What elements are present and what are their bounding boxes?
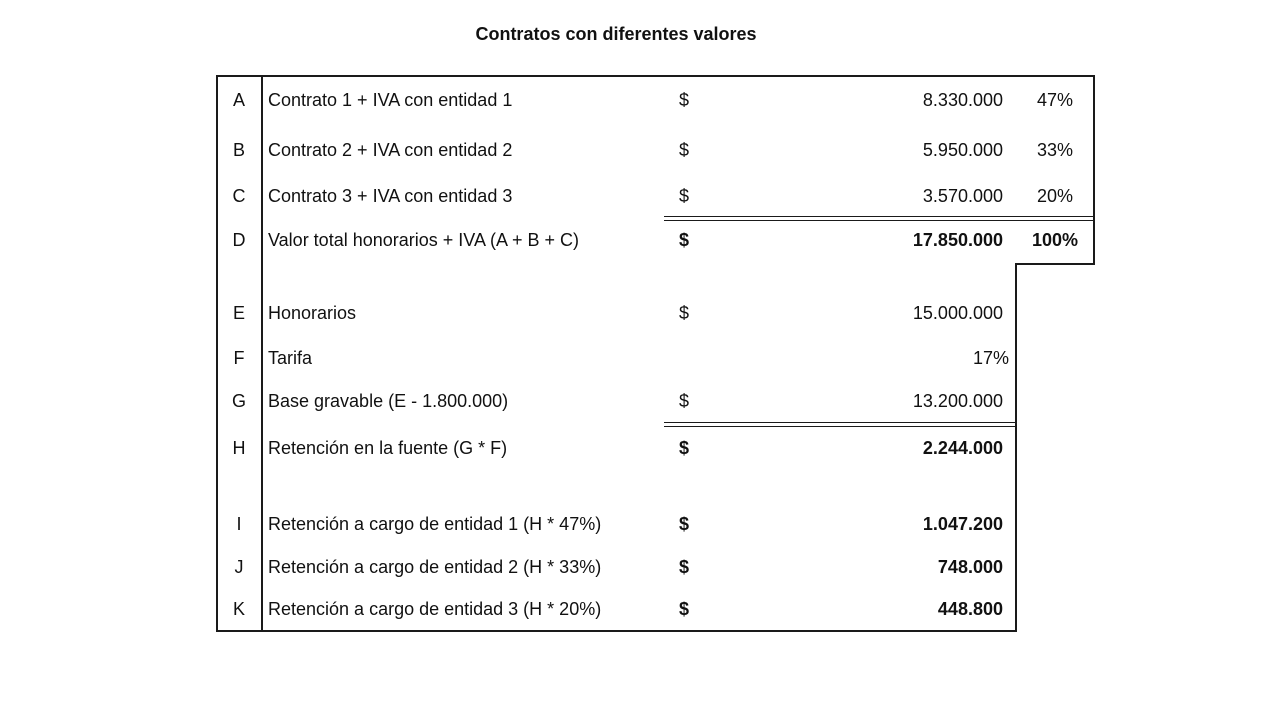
table-title: Contratos con diferentes valores: [475, 24, 757, 44]
row-j-currency: $: [679, 557, 690, 577]
row-h-value: 2.244.000: [922, 438, 1003, 458]
row-k-value: 448.800: [937, 599, 1003, 619]
border-left: [216, 75, 218, 632]
border-right-lower: [1015, 263, 1017, 632]
row-h-currency: $: [679, 438, 690, 458]
row-d-letter: D: [232, 230, 246, 250]
row-k-concept: Retención a cargo de entidad 3 (H * 20%): [268, 599, 602, 619]
row-f-concept: Tarifa: [268, 348, 313, 368]
row-j-value: 748.000: [937, 557, 1003, 577]
row-c-percent: 20%: [1036, 186, 1074, 206]
row-c-value: 3.570.000: [922, 186, 1003, 206]
row-b-percent: 33%: [1036, 140, 1074, 160]
row-k-currency: $: [679, 599, 690, 619]
row-i-letter: I: [236, 514, 242, 534]
row-f-letter: F: [233, 348, 245, 368]
row-g-letter: G: [231, 391, 246, 411]
row-d-concept: Valor total honorarios + IVA (A + B + C): [268, 230, 579, 250]
row-a-percent: 47%: [1036, 90, 1074, 110]
row-h-concept: Retención en la fuente (G * F): [268, 438, 508, 458]
border-top: [216, 75, 1095, 77]
retention-double-line-2: [664, 426, 1017, 427]
row-k-letter: K: [232, 599, 245, 619]
row-h-letter: H: [232, 438, 246, 458]
row-d-value: 17.850.000: [912, 230, 1003, 250]
row-e-value: 15.000.000: [912, 303, 1003, 323]
row-d-percent: 100%: [1031, 230, 1079, 250]
row-b-concept: Contrato 2 + IVA con entidad 2: [268, 140, 513, 160]
letter-column-divider: [261, 75, 263, 632]
row-a-value: 8.330.000: [922, 90, 1003, 110]
row-g-value: 13.200.000: [912, 391, 1003, 411]
row-a-letter: A: [232, 90, 245, 110]
border-step: [1015, 263, 1095, 265]
row-j-letter: J: [234, 557, 244, 577]
row-g-currency: $: [679, 391, 690, 411]
row-c-currency: $: [679, 186, 690, 206]
row-e-letter: E: [232, 303, 245, 323]
row-f-value: 17%: [972, 348, 1009, 368]
row-a-concept: Contrato 1 + IVA con entidad 1: [268, 90, 513, 110]
row-e-currency: $: [679, 303, 690, 323]
row-i-value: 1.047.200: [922, 514, 1003, 534]
border-bottom: [216, 630, 1017, 632]
row-c-letter: C: [232, 186, 246, 206]
row-d-currency: $: [679, 230, 690, 250]
row-a-currency: $: [679, 90, 690, 110]
row-e-concept: Honorarios: [268, 303, 357, 323]
row-c-concept: Contrato 3 + IVA con entidad 3: [268, 186, 513, 206]
retention-double-line-1: [664, 422, 1017, 423]
total-double-line-1: [664, 216, 1095, 217]
row-b-value: 5.950.000: [922, 140, 1003, 160]
row-b-letter: B: [232, 140, 245, 160]
row-b-currency: $: [679, 140, 690, 160]
row-i-concept: Retención a cargo de entidad 1 (H * 47%): [268, 514, 602, 534]
total-double-line-2: [664, 220, 1095, 221]
row-i-currency: $: [679, 514, 690, 534]
row-g-concept: Base gravable (E - 1.800.000): [268, 391, 509, 411]
border-right-upper: [1093, 75, 1095, 265]
row-j-concept: Retención a cargo de entidad 2 (H * 33%): [268, 557, 602, 577]
